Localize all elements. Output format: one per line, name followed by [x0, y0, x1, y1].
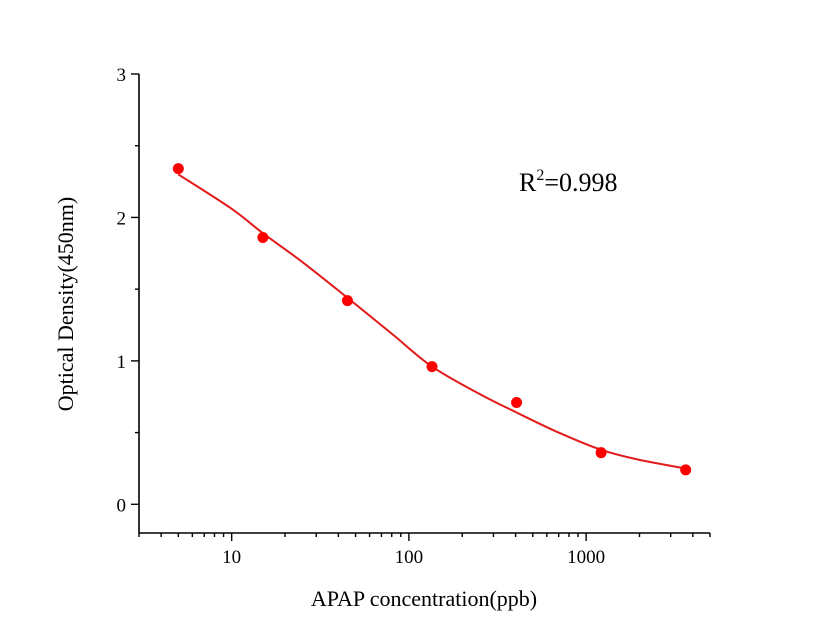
x-tick-label: 10	[222, 547, 241, 568]
x-tick-label: 1000	[567, 547, 605, 568]
data-point	[595, 447, 607, 459]
data-point	[172, 163, 184, 175]
y-axis-title: Optical Density(450nm)	[53, 197, 78, 411]
y-tick-label: 2	[117, 208, 127, 229]
r-squared-annotation: R2=0.998	[519, 167, 618, 197]
x-tick-label: 100	[395, 547, 424, 568]
fit-curve	[177, 173, 686, 470]
r-superscript: 2	[536, 167, 544, 184]
axes: 0 1 2 3 10 100 1000	[117, 65, 711, 568]
data-point	[511, 396, 523, 408]
y-tick-label: 1	[117, 352, 127, 373]
r-value: =0.998	[544, 168, 617, 197]
r-label: R	[519, 168, 537, 197]
data-point	[341, 295, 353, 307]
data-point	[426, 361, 438, 373]
data-point	[257, 232, 269, 244]
y-tick-label: 0	[117, 495, 127, 516]
x-axis-title: APAP concentration(ppb)	[311, 586, 537, 611]
data-point	[680, 464, 692, 476]
y-tick-label: 3	[117, 65, 127, 86]
data-points	[172, 163, 692, 476]
